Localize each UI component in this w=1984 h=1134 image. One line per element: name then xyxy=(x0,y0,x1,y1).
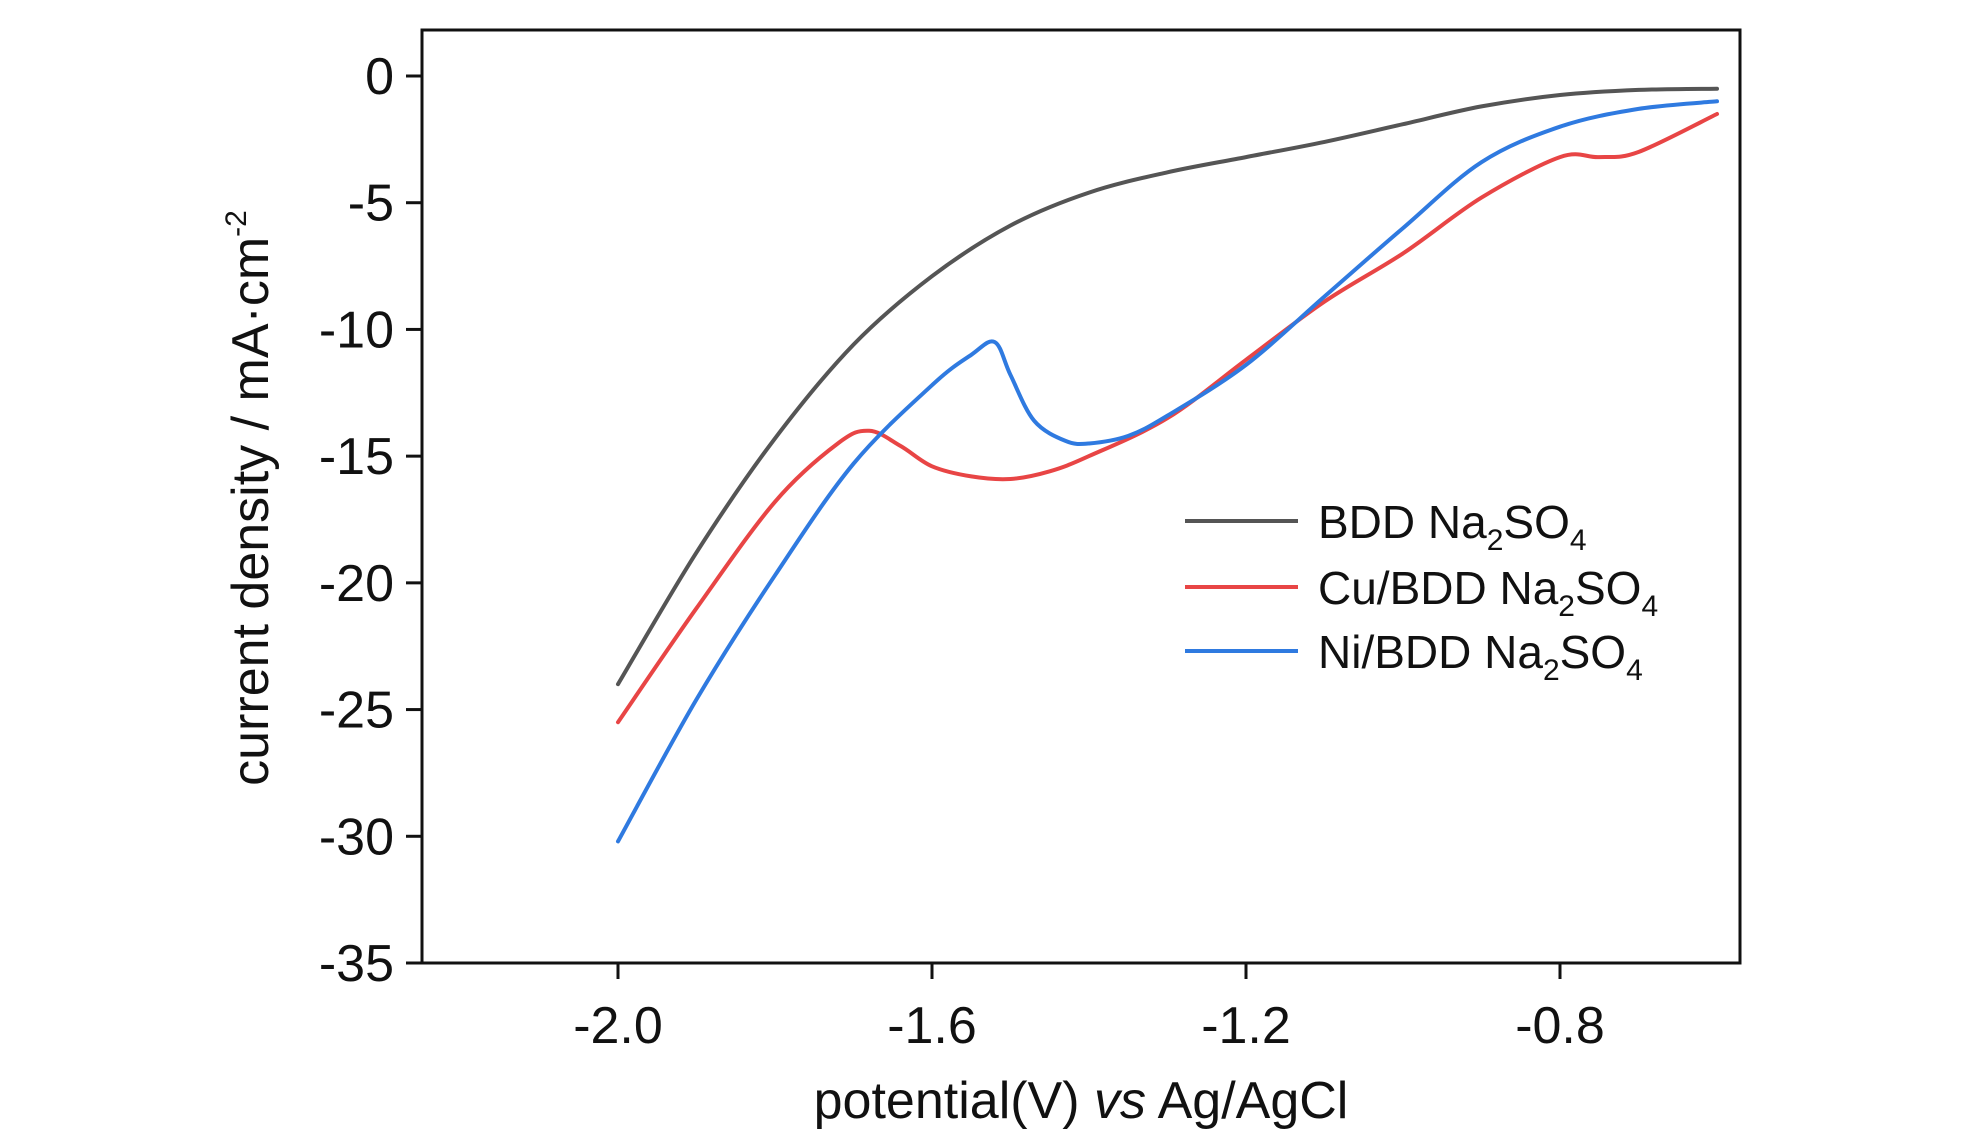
legend-label-bdd-t1: BDD Na xyxy=(1318,496,1487,548)
y-tick-label: -15 xyxy=(319,428,394,486)
legend-label-ni: Ni/BDD Na2SO4 xyxy=(1318,626,1643,687)
y-tick-label: -10 xyxy=(319,301,394,359)
legend-label-cu: Cu/BDD Na2SO4 xyxy=(1318,562,1658,623)
y-axis: 0 -5 -10 -15 -20 -25 -30 -35 xyxy=(319,48,422,993)
x-axis: -2.0 -1.6 -1.2 -0.8 xyxy=(573,963,1605,1055)
legend-label-ni-s1: 2 xyxy=(1543,654,1560,687)
x-axis-title-italic: vs xyxy=(1094,1072,1146,1130)
legend-label-cu-s2: 4 xyxy=(1641,590,1658,623)
legend-label-bdd-t2: SO xyxy=(1503,496,1569,548)
y-tick-label: -5 xyxy=(348,175,394,233)
y-axis-title-sup: -2 xyxy=(220,210,253,237)
y-axis-title: current density / mA·cm-2 xyxy=(220,210,280,786)
legend-label-ni-t1: Ni/BDD Na xyxy=(1318,626,1543,678)
y-axis-title-main: current density / mA·cm xyxy=(222,237,280,786)
series-line-bdd xyxy=(616,86,1719,687)
legend-label-cu-t1: Cu/BDD Na xyxy=(1318,562,1559,614)
series-line-cu xyxy=(616,112,1719,725)
y-tick-label: 0 xyxy=(365,48,394,106)
legend-item-cu: Cu/BDD Na2SO4 xyxy=(1185,562,1658,623)
y-tick-label: -30 xyxy=(319,808,394,866)
x-tick-label: -1.2 xyxy=(1201,997,1291,1055)
x-axis-title-prefix: potential(V) xyxy=(814,1072,1094,1130)
y-tick-label: -20 xyxy=(319,555,394,613)
legend-label-cu-s1: 2 xyxy=(1558,590,1575,623)
legend-label-cu-t2: SO xyxy=(1575,562,1641,614)
legend-label-bdd-s2: 4 xyxy=(1570,524,1587,557)
legend-item-ni: Ni/BDD Na2SO4 xyxy=(1185,626,1643,687)
y-tick-label: -25 xyxy=(319,682,394,740)
series-line-ni xyxy=(616,99,1719,844)
x-axis-title: potential(V) vs Ag/AgCl xyxy=(814,1072,1349,1130)
series-layer xyxy=(616,86,1719,844)
legend-label-ni-s2: 4 xyxy=(1626,654,1643,687)
legend-label-bdd: BDD Na2SO4 xyxy=(1318,496,1587,557)
legend-item-bdd: BDD Na2SO4 xyxy=(1185,496,1587,557)
y-tick-label: -35 xyxy=(319,935,394,993)
x-axis-title-suffix: Ag/AgCl xyxy=(1146,1072,1348,1130)
x-tick-label: -1.6 xyxy=(887,997,977,1055)
x-tick-label: -0.8 xyxy=(1515,997,1605,1055)
x-tick-label: -2.0 xyxy=(573,997,663,1055)
legend: BDD Na2SO4 Cu/BDD Na2SO4 Ni/BDD Na2SO4 xyxy=(1185,496,1658,687)
legend-label-ni-t2: SO xyxy=(1560,626,1626,678)
plot-frame xyxy=(420,28,1742,965)
legend-label-bdd-s1: 2 xyxy=(1487,524,1504,557)
